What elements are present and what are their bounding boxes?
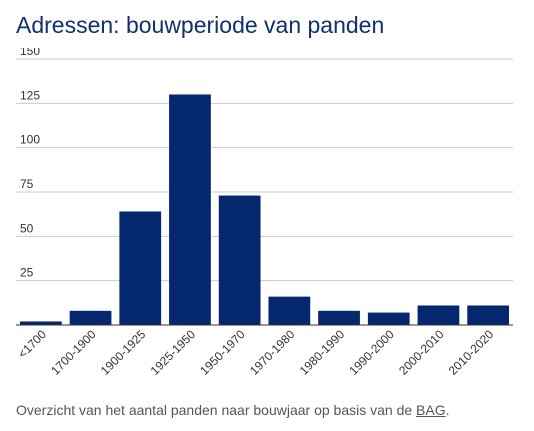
y-tick-label: 50 bbox=[20, 221, 34, 235]
x-tick-label: 2010-2020 bbox=[446, 327, 497, 378]
x-tick-label: 1950-1970 bbox=[197, 327, 248, 378]
y-tick-label: 100 bbox=[20, 133, 40, 147]
x-tick-label: <1700 bbox=[15, 327, 49, 361]
caption-text: Overzicht van het aantal panden naar bou… bbox=[16, 402, 417, 418]
page-title: Adressen: bouwperiode van panden bbox=[16, 12, 385, 38]
x-tick-label: 1970-1980 bbox=[247, 327, 298, 378]
x-tick-label: 1980-1990 bbox=[297, 327, 348, 378]
bar bbox=[318, 310, 360, 325]
bar bbox=[367, 312, 410, 325]
bars bbox=[19, 94, 510, 325]
bar bbox=[417, 305, 460, 325]
x-tick-label: 1990-2000 bbox=[346, 327, 397, 378]
bar bbox=[268, 296, 311, 325]
bar bbox=[169, 94, 211, 325]
y-tick-label: 150 bbox=[20, 48, 40, 58]
x-tick-label: 1700-1900 bbox=[48, 327, 99, 378]
bag-link[interactable]: BAG bbox=[416, 402, 446, 418]
y-tick-label: 75 bbox=[20, 177, 34, 191]
y-axis-ticks: 25 50 75 100 125 150 bbox=[20, 48, 40, 280]
bar bbox=[69, 310, 112, 325]
bar bbox=[119, 211, 162, 325]
caption-end: . bbox=[445, 402, 450, 418]
x-axis-ticks: <1700 1700-1900 1900-1925 1925-1950 1950-197… bbox=[15, 327, 496, 378]
y-tick-label: 25 bbox=[20, 266, 34, 280]
y-tick-label: 125 bbox=[20, 88, 40, 102]
x-tick-label: 2000-2010 bbox=[396, 327, 447, 378]
x-tick-label: 1925-1950 bbox=[148, 327, 199, 378]
bar bbox=[19, 321, 62, 325]
gridlines bbox=[16, 58, 513, 282]
x-tick-label: 1900-1925 bbox=[98, 327, 149, 378]
chart-caption: Overzicht van het aantal panden naar bou… bbox=[16, 402, 450, 418]
bar bbox=[467, 305, 510, 325]
bar bbox=[218, 195, 261, 325]
